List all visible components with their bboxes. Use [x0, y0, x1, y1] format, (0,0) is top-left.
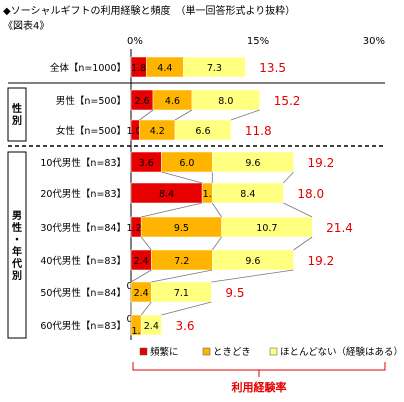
group-label: 男: [12, 210, 22, 222]
data-label: 2.4: [134, 256, 149, 267]
series-connector: [293, 236, 313, 251]
data-label: 2.4: [144, 321, 159, 332]
x-tick-label: 0%: [127, 36, 143, 47]
legend-swatch: [139, 347, 148, 356]
series-connector: [140, 301, 152, 316]
legend-swatch: [202, 347, 211, 356]
data-label: 8.4: [240, 189, 255, 200]
bar-segment: [140, 314, 162, 336]
category-label: 60代男性【n=83】: [40, 320, 126, 332]
data-label: 4.6: [165, 96, 180, 107]
data-label: 7.1: [174, 288, 189, 299]
group-label: 別: [11, 114, 22, 127]
series-connector: [161, 171, 203, 184]
series-connector: [141, 202, 203, 218]
total-label: 19.2: [308, 254, 335, 268]
group-label: 代: [11, 257, 22, 270]
data-label: 2.6: [134, 96, 149, 107]
data-label: 9.6: [245, 256, 260, 267]
bar-segment: [212, 182, 284, 204]
data-label: 1.0: [126, 126, 141, 137]
group-label: ・: [12, 235, 22, 246]
bar-segment: [191, 89, 260, 111]
category-label: 男性【n=500】: [56, 95, 126, 107]
category-label: 全体【n=1000】: [50, 62, 126, 74]
bar-segment: [221, 216, 313, 238]
series-connector: [140, 236, 152, 251]
series-connector: [211, 269, 294, 283]
data-label: 6.6: [195, 126, 210, 137]
bar-segment: [212, 249, 294, 271]
series-connector: [151, 269, 213, 283]
category-label: 50代男性【n=84】: [40, 287, 126, 299]
chart-title: ◆ソーシャルギフトの利用経験と頻度 （単一回答形式より抜粋）: [3, 6, 296, 17]
data-label: 10.7: [256, 223, 277, 234]
x-tick-label: 30%: [363, 36, 385, 47]
bar-segment: [183, 56, 246, 78]
data-label: 2.4: [134, 288, 149, 299]
data-label: 3.6: [139, 158, 154, 169]
data-label: 8.4: [159, 189, 174, 200]
series-connector: [161, 301, 212, 316]
total-label: 18.0: [297, 187, 324, 201]
data-label: 8.0: [218, 96, 233, 107]
series-connector: [174, 109, 193, 121]
bar-segment: [151, 281, 212, 303]
group-label: 年: [12, 245, 22, 258]
total-label: 9.5: [225, 286, 244, 300]
experience-rate-bracket: [132, 362, 386, 371]
group-label: 別: [11, 269, 22, 282]
category-label: 20代男性【n=83】: [40, 188, 126, 200]
category-label: 40代男性【n=83】: [40, 255, 126, 267]
figure-label: 《図表4》: [3, 21, 50, 32]
data-label: 1.8: [131, 63, 146, 74]
data-label: 4.4: [157, 63, 172, 74]
group-label: 性: [11, 102, 22, 115]
bar-segment: [212, 151, 294, 173]
total-label: 21.4: [326, 221, 353, 235]
group-bracket: [7, 151, 27, 339]
series-connector: [230, 109, 260, 121]
data-label: 9.6: [245, 158, 260, 169]
total-label: 3.6: [175, 319, 194, 333]
data-label: 1.2: [203, 189, 218, 200]
data-label: 9.5: [174, 223, 189, 234]
group-bracket: [7, 87, 27, 142]
bar-segment: [174, 119, 232, 141]
experience-rate-label: 利用経験率: [232, 380, 287, 394]
data-label: 1.2: [132, 326, 147, 337]
total-label: 19.2: [308, 156, 335, 170]
series-connector: [283, 202, 313, 218]
data-label: 6.0: [179, 158, 194, 169]
data-label: 7.3: [207, 63, 222, 74]
legend-label: 頻繁に: [150, 346, 179, 358]
legend-label: ときどき: [213, 347, 251, 358]
x-tick-label: 15%: [247, 36, 269, 47]
series-connector: [211, 202, 222, 218]
data-label: 4.2: [150, 126, 165, 137]
series-connector: [211, 236, 222, 251]
total-label: 15.2: [274, 94, 301, 108]
data-label: 1.2: [126, 223, 141, 234]
data-label: 7.2: [174, 256, 189, 267]
total-label: 11.8: [245, 124, 272, 138]
total-label: 13.5: [259, 61, 286, 75]
category-label: 女性【n=500】: [56, 125, 126, 137]
category-label: 30代男性【n=84】: [40, 222, 126, 234]
legend-swatch: [269, 347, 278, 356]
category-label: 10代男性【n=83】: [40, 157, 126, 169]
series-connector: [283, 171, 294, 184]
legend-label: ほとんどない（経験はある）: [280, 346, 403, 358]
series-connector: [130, 269, 152, 283]
group-label: 性: [11, 221, 22, 234]
series-connector: [139, 109, 154, 121]
